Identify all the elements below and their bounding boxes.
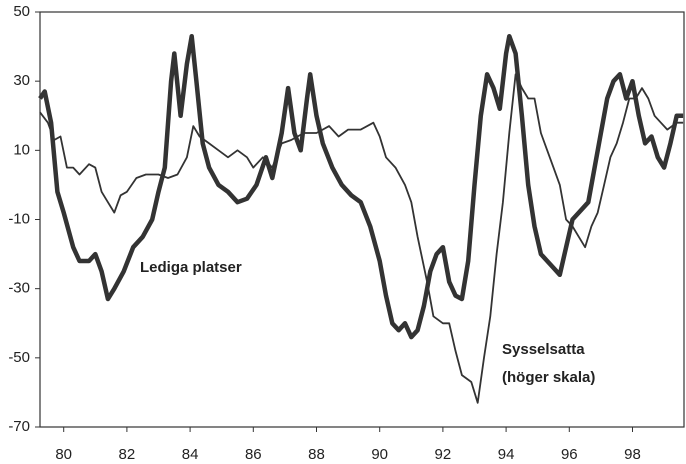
x-tick-label: 84 (182, 446, 199, 463)
x-tick-label: 92 (435, 446, 452, 463)
y-tick-label: -50 (8, 349, 30, 366)
y-tick-label: -70 (8, 418, 30, 435)
series-label: Lediga platser (140, 259, 242, 276)
line (39, 73, 684, 404)
y-tick-label: 50 (13, 3, 30, 20)
y-tick-label: 10 (13, 141, 30, 158)
x-tick-label: 82 (119, 446, 136, 463)
x-tick-label: 90 (371, 446, 388, 463)
annotation: (höger skala) (502, 369, 595, 386)
x-tick-label: 96 (561, 446, 578, 463)
x-tick-label: 86 (245, 446, 262, 463)
x-tick-label: 94 (498, 446, 515, 463)
x-tick-label: 88 (308, 446, 325, 463)
y-tick-label: -10 (8, 210, 30, 227)
plot-frame (39, 11, 685, 428)
x-tick-label: 80 (55, 446, 72, 463)
line (38, 33, 684, 340)
x-tick-label: 98 (624, 446, 641, 463)
y-tick-label: -30 (8, 280, 30, 297)
y-tick-label: 30 (13, 72, 30, 89)
series-label: Sysselsatta (502, 341, 585, 358)
